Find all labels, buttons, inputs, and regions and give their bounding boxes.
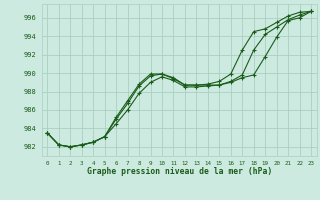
X-axis label: Graphe pression niveau de la mer (hPa): Graphe pression niveau de la mer (hPa)	[87, 167, 272, 176]
